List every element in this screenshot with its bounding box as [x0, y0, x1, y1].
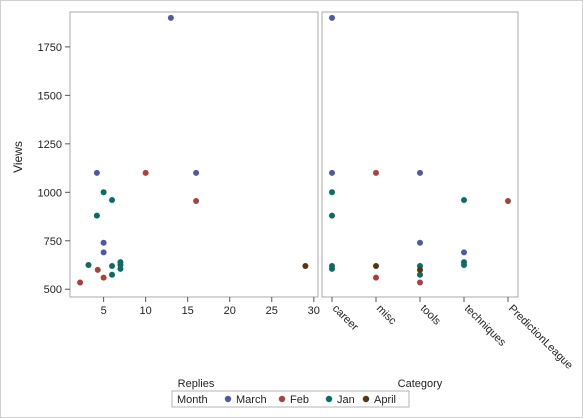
- point-feb: [94, 266, 101, 273]
- point-march: [329, 169, 335, 176]
- point-feb: [77, 279, 84, 286]
- point-march: [461, 249, 467, 256]
- x-tick-label: 10: [140, 305, 152, 317]
- point-jan: [329, 265, 335, 272]
- x-tick-label: 15: [182, 305, 194, 317]
- point-jan: [109, 262, 116, 269]
- y-tick-label: 750: [44, 236, 62, 248]
- legend-label-feb: Feb: [290, 394, 309, 406]
- legend-marker-feb: [278, 395, 286, 403]
- x-tick-label: 20: [224, 305, 236, 317]
- point-april: [302, 262, 309, 269]
- point-feb: [193, 198, 200, 205]
- scatter-panel-replies: 500 750 1000 1250 1500 1750 5 10 15 20 25 30: [38, 11, 320, 317]
- y-tick-label: 1500: [38, 90, 62, 102]
- point-feb: [505, 198, 511, 205]
- point-feb: [100, 274, 107, 281]
- y-tick-label: 1750: [38, 42, 62, 54]
- point-march: [100, 249, 107, 256]
- point-march: [193, 169, 200, 176]
- legend-marker-march: [224, 395, 232, 403]
- point-feb: [373, 274, 379, 281]
- point-jan: [117, 265, 124, 272]
- point-jan: [461, 262, 467, 269]
- point-jan: [100, 189, 107, 196]
- point-march: [93, 169, 100, 176]
- x-tick-label: 30: [308, 305, 320, 317]
- point-jan: [329, 189, 335, 196]
- y-tick-label: 1000: [38, 187, 62, 199]
- point-jan: [93, 212, 100, 219]
- legend-box: [171, 390, 410, 408]
- point-jan: [85, 262, 92, 269]
- legend-label-march: March: [236, 394, 267, 406]
- point-march: [167, 14, 174, 21]
- y-tick-label: 1250: [38, 139, 62, 151]
- x-axis-label-replies: Replies: [178, 378, 215, 390]
- point-march: [417, 239, 423, 246]
- point-jan: [329, 212, 335, 219]
- point-march: [329, 14, 335, 21]
- point-march: [417, 169, 423, 176]
- legend-title: Month: [177, 394, 208, 406]
- point-feb: [373, 169, 379, 176]
- legend: Month March Feb Jan April: [171, 390, 410, 408]
- x-tick-label: 25: [266, 305, 278, 317]
- x-axis-label-category: Category: [398, 378, 443, 390]
- y-axis-label: Views: [11, 141, 25, 173]
- point-jan: [461, 197, 467, 204]
- y-tick-label: 500: [44, 284, 62, 296]
- point-april: [417, 266, 423, 273]
- x-tick-label: 5: [101, 305, 107, 317]
- legend-label-april: April: [374, 394, 396, 406]
- point-april: [373, 262, 379, 269]
- point-march: [100, 239, 107, 246]
- legend-marker-jan: [325, 395, 333, 403]
- point-feb: [417, 279, 423, 286]
- legend-marker-april: [362, 395, 370, 403]
- plot-area-replies: [69, 11, 319, 298]
- point-feb: [142, 169, 149, 176]
- point-jan: [109, 271, 116, 278]
- point-jan: [417, 271, 423, 278]
- point-jan: [109, 197, 116, 204]
- legend-label-jan: Jan: [337, 394, 355, 406]
